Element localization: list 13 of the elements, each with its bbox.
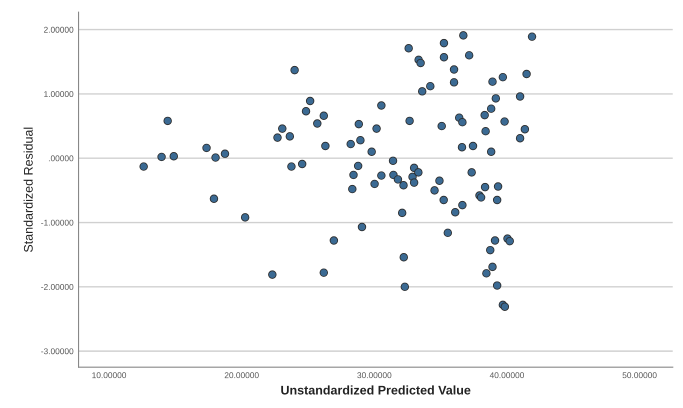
x-axis-title: Unstandardized Predicted Value	[281, 385, 470, 395]
x-tick-label: 50.00000	[622, 372, 657, 378]
x-tick-label: 20.00000	[224, 372, 259, 378]
x-tick-label: 40.00000	[490, 372, 524, 378]
x-tick-label: 10.00000	[92, 372, 126, 378]
y-tick-label: -2.00000	[41, 284, 74, 290]
y-tick-label: .00000	[48, 155, 74, 162]
y-tick-label: -1.00000	[41, 220, 74, 226]
x-tick-label: 30.00000	[357, 372, 392, 378]
y-tick-label: 1.00000	[44, 91, 74, 98]
y-tick-label: 2.00000	[44, 26, 74, 33]
y-tick-label: -3.00000	[41, 348, 74, 354]
y-axis-title: Standardized Residual	[24, 128, 33, 252]
